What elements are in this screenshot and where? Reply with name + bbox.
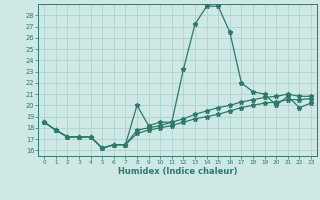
X-axis label: Humidex (Indice chaleur): Humidex (Indice chaleur) xyxy=(118,167,237,176)
